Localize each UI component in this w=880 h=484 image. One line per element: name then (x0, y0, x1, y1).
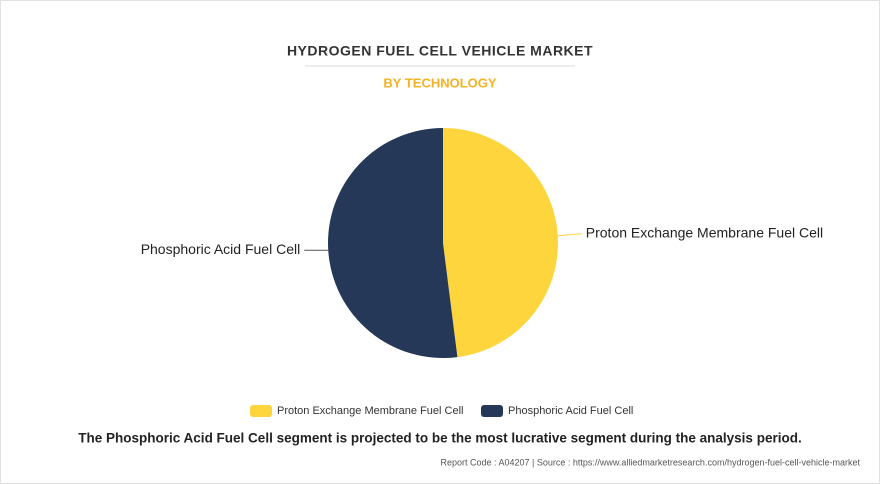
slice-label: Proton Exchange Membrane Fuel Cell (586, 224, 823, 240)
source: Report Code : A04207 | Source : https://… (440, 457, 860, 467)
slice-label: Phosphoric Acid Fuel Cell (141, 241, 301, 257)
legend-label: Proton Exchange Membrane Fuel Cell (277, 405, 463, 417)
legend-swatch (250, 405, 272, 417)
pie-slice (443, 128, 558, 358)
pie-slice (328, 128, 458, 359)
legend-label: Phosphoric Acid Fuel Cell (508, 405, 633, 417)
leader-line (557, 233, 582, 237)
footnote: The Phosphoric Acid Fuel Cell segment is… (78, 431, 801, 446)
chart-subtitle: BY TECHNOLOGY (383, 75, 496, 90)
legend-swatch (481, 405, 503, 417)
chart-title: HYDROGEN FUEL CELL VEHICLE MARKET (287, 43, 593, 59)
